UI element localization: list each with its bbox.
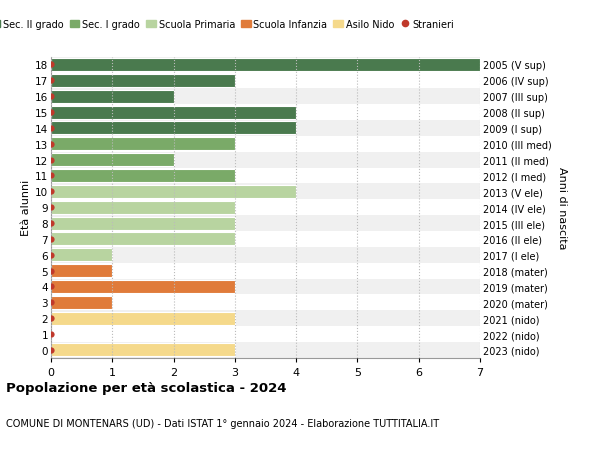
Bar — [51, 342, 480, 358]
Bar — [51, 264, 112, 278]
Bar — [51, 311, 480, 326]
Bar — [51, 217, 235, 230]
Bar — [51, 312, 235, 325]
Bar — [51, 326, 480, 342]
Bar — [51, 90, 173, 103]
Text: COMUNE DI MONTENARS (UD) - Dati ISTAT 1° gennaio 2024 - Elaborazione TUTTITALIA.: COMUNE DI MONTENARS (UD) - Dati ISTAT 1°… — [6, 418, 439, 428]
Bar — [51, 75, 235, 88]
Bar — [51, 105, 480, 121]
Bar — [51, 185, 296, 198]
Text: Popolazione per età scolastica - 2024: Popolazione per età scolastica - 2024 — [6, 381, 287, 394]
Bar — [51, 279, 480, 295]
Bar — [51, 201, 235, 214]
Bar — [51, 106, 296, 119]
Bar — [51, 231, 480, 247]
Bar — [51, 233, 235, 246]
Bar — [51, 57, 480, 73]
Bar — [51, 138, 235, 151]
Bar — [51, 263, 480, 279]
Bar — [51, 184, 480, 200]
Bar — [51, 169, 235, 183]
Bar — [51, 136, 480, 152]
Legend: Sec. II grado, Sec. I grado, Scuola Primaria, Scuola Infanzia, Asilo Nido, Stran: Sec. II grado, Sec. I grado, Scuola Prim… — [0, 16, 458, 34]
Bar — [51, 121, 480, 136]
Bar — [51, 280, 235, 293]
Bar — [51, 295, 480, 311]
Bar — [51, 200, 480, 216]
Bar — [51, 168, 480, 184]
Bar — [51, 89, 480, 105]
Bar — [51, 152, 480, 168]
Bar — [51, 154, 173, 167]
Bar — [51, 344, 235, 357]
Y-axis label: Anni di nascita: Anni di nascita — [557, 167, 567, 249]
Bar — [51, 249, 112, 262]
Bar — [51, 247, 480, 263]
Bar — [51, 73, 480, 89]
Bar — [51, 122, 296, 135]
Y-axis label: Età alunni: Età alunni — [21, 179, 31, 236]
Bar — [51, 216, 480, 231]
Bar — [51, 296, 112, 309]
Bar — [51, 59, 480, 72]
